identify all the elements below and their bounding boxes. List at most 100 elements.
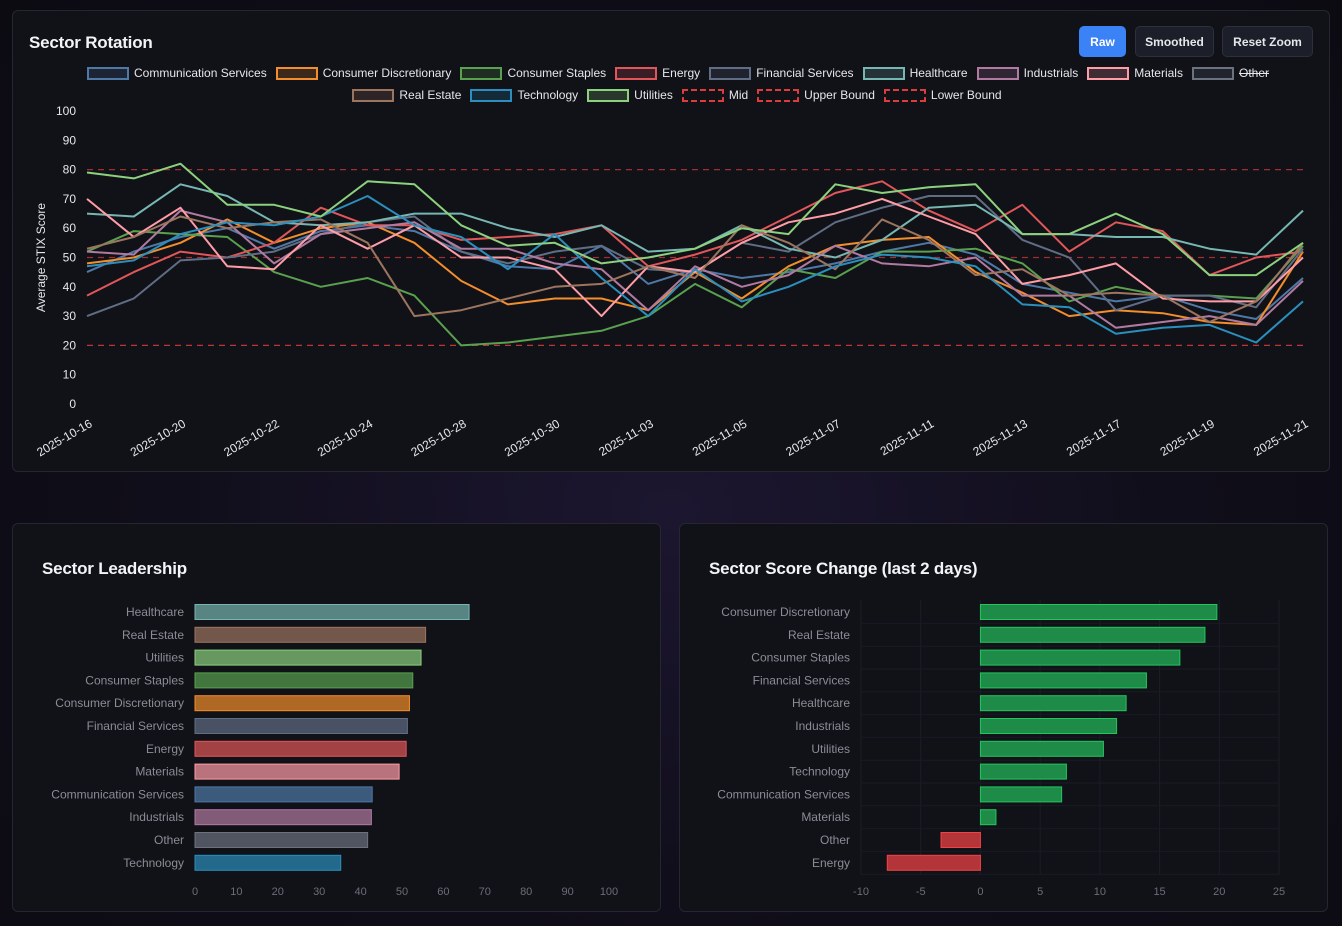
x-tick-label: -10 bbox=[853, 886, 869, 898]
score-change-bar-chart: Consumer Discretionary Real Estate Consume… bbox=[717, 600, 1285, 898]
y-axis-title: Average STIX Score bbox=[34, 203, 48, 312]
legend-item-communication-services[interactable]: Communication Services bbox=[87, 66, 267, 80]
y-tick-label: 10 bbox=[63, 368, 77, 382]
legend-item-financial-services[interactable]: Financial Services bbox=[709, 66, 854, 80]
x-tick-label: 0 bbox=[977, 886, 983, 898]
category-label: Real Estate bbox=[788, 628, 850, 642]
x-tick-label: 5 bbox=[1037, 886, 1043, 898]
legend-label: Financial Services bbox=[756, 66, 854, 80]
bar-industrials bbox=[979, 718, 1118, 734]
category-label: Materials bbox=[801, 810, 850, 824]
series-line-real-estate bbox=[86, 215, 1304, 323]
legend-item-lower-bound[interactable]: Lower Bound bbox=[883, 88, 1002, 102]
category-label: Financial Services bbox=[87, 719, 184, 733]
x-tick-label: 2025-11-11 bbox=[878, 416, 937, 458]
bar-real-estate bbox=[979, 626, 1206, 643]
legend-swatch bbox=[862, 66, 905, 80]
bar-communication-services bbox=[979, 786, 1063, 803]
sector-leadership-title: Sector Leadership bbox=[42, 559, 187, 578]
bar-other bbox=[940, 832, 981, 848]
raw-button[interactable]: Raw bbox=[1079, 26, 1126, 57]
legend-swatch bbox=[681, 88, 724, 102]
legend-label: Industrials bbox=[1023, 66, 1079, 80]
bar-consumer-staples bbox=[979, 649, 1181, 666]
legend-row: Real Estate Technology Utilities Mid Upper B… bbox=[13, 88, 1331, 102]
category-label: Financial Services bbox=[753, 673, 850, 687]
bar-materials bbox=[194, 763, 400, 780]
legend-item-real-estate[interactable]: Real Estate bbox=[352, 88, 461, 102]
category-label: Materials bbox=[135, 765, 184, 779]
legend-item-consumer-discretionary[interactable]: Consumer Discretionary bbox=[275, 66, 452, 80]
legend-item-energy[interactable]: Energy bbox=[615, 66, 700, 80]
legend-label: Technology bbox=[517, 88, 579, 102]
legend-label: Consumer Discretionary bbox=[322, 66, 452, 80]
x-tick-label: 2025-10-16 bbox=[34, 416, 94, 459]
smoothed-button[interactable]: Smoothed bbox=[1135, 26, 1214, 57]
category-label: Consumer Discretionary bbox=[721, 605, 850, 619]
legend-item-consumer-staples[interactable]: Consumer Staples bbox=[460, 66, 606, 80]
x-tick-label: 15 bbox=[1153, 886, 1165, 898]
series-line-technology bbox=[86, 195, 1304, 344]
legend-swatch bbox=[709, 66, 752, 80]
legend-item-mid[interactable]: Mid bbox=[681, 88, 748, 102]
legend-item-industrials[interactable]: Industrials bbox=[976, 66, 1079, 80]
x-tick-label: 2025-11-07 bbox=[783, 416, 843, 459]
legend-swatch bbox=[1191, 66, 1234, 80]
bar-consumer-discretionary bbox=[979, 604, 1218, 620]
legend-row: Communication Services Consumer Discretio… bbox=[13, 66, 1331, 80]
legend-label: Healthcare bbox=[909, 66, 968, 80]
bar-real-estate bbox=[194, 626, 427, 643]
category-label: Other bbox=[820, 833, 850, 847]
x-tick-label: 2025-10-30 bbox=[502, 416, 562, 459]
legend-item-upper-bound[interactable]: Upper Bound bbox=[757, 88, 875, 102]
bar-consumer-staples bbox=[194, 672, 414, 689]
legend-item-technology[interactable]: Technology bbox=[470, 88, 578, 102]
category-label: Technology bbox=[789, 765, 850, 779]
bar-utilities bbox=[194, 649, 422, 666]
leadership-bar-chart: Healthcare Real Estate Utilities Consumer S… bbox=[51, 604, 618, 898]
x-tick-label: 30 bbox=[313, 886, 325, 898]
line-chart[interactable]: 0 10 20 30 40 50 60 70 80 90 100 Average STIX Score… bbox=[13, 11, 1331, 473]
legend-item-materials[interactable]: Materials bbox=[1087, 66, 1183, 80]
category-label: Industrials bbox=[129, 810, 184, 824]
legend-label: Communication Services bbox=[134, 66, 267, 80]
x-tick-label: 2025-10-22 bbox=[221, 416, 281, 459]
legend-swatch bbox=[275, 66, 318, 80]
category-label: Communication Services bbox=[51, 787, 184, 801]
x-tick-label: 25 bbox=[1273, 886, 1285, 898]
bar-consumer-discretionary bbox=[194, 695, 410, 712]
category-label: Real Estate bbox=[122, 628, 184, 642]
legend-label: Utilities bbox=[634, 88, 673, 102]
y-tick-label: 70 bbox=[63, 192, 77, 206]
reset-zoom-button[interactable]: Reset Zoom bbox=[1222, 26, 1313, 57]
y-tick-label: 30 bbox=[63, 309, 77, 323]
bar-healthcare bbox=[194, 604, 470, 620]
series-line-materials bbox=[86, 197, 1304, 318]
legend-label: Upper Bound bbox=[804, 88, 875, 102]
y-tick-label: 60 bbox=[63, 221, 77, 235]
category-label: Consumer Staples bbox=[751, 651, 850, 665]
x-tick-label: 2025-11-13 bbox=[970, 416, 1030, 459]
legend-swatch bbox=[587, 88, 630, 102]
legend-swatch bbox=[460, 66, 503, 80]
bar-energy bbox=[886, 854, 981, 871]
bar-healthcare bbox=[979, 695, 1127, 712]
x-tick-label: 2025-10-20 bbox=[128, 416, 188, 459]
x-tick-label: 60 bbox=[437, 886, 449, 898]
x-tick-label: 0 bbox=[192, 886, 198, 898]
category-label: Technology bbox=[123, 856, 184, 870]
sector-leadership-card: Sector Leadership Healthcare Real Estate U… bbox=[12, 523, 661, 912]
legend-item-other[interactable]: Other bbox=[1191, 66, 1269, 80]
category-label: Healthcare bbox=[792, 696, 850, 710]
legend-label: Energy bbox=[662, 66, 701, 80]
x-tick-label: 80 bbox=[520, 886, 532, 898]
legend-item-utilities[interactable]: Utilities bbox=[587, 88, 673, 102]
legend-label: Consumer Staples bbox=[507, 66, 607, 80]
category-label: Communication Services bbox=[717, 787, 850, 801]
category-label: Energy bbox=[146, 742, 184, 756]
legend-swatch bbox=[976, 66, 1019, 80]
legend-label: Real Estate bbox=[399, 88, 462, 102]
category-label: Industrials bbox=[795, 719, 850, 733]
legend-item-healthcare[interactable]: Healthcare bbox=[862, 66, 968, 80]
x-tick-label: 90 bbox=[561, 886, 573, 898]
